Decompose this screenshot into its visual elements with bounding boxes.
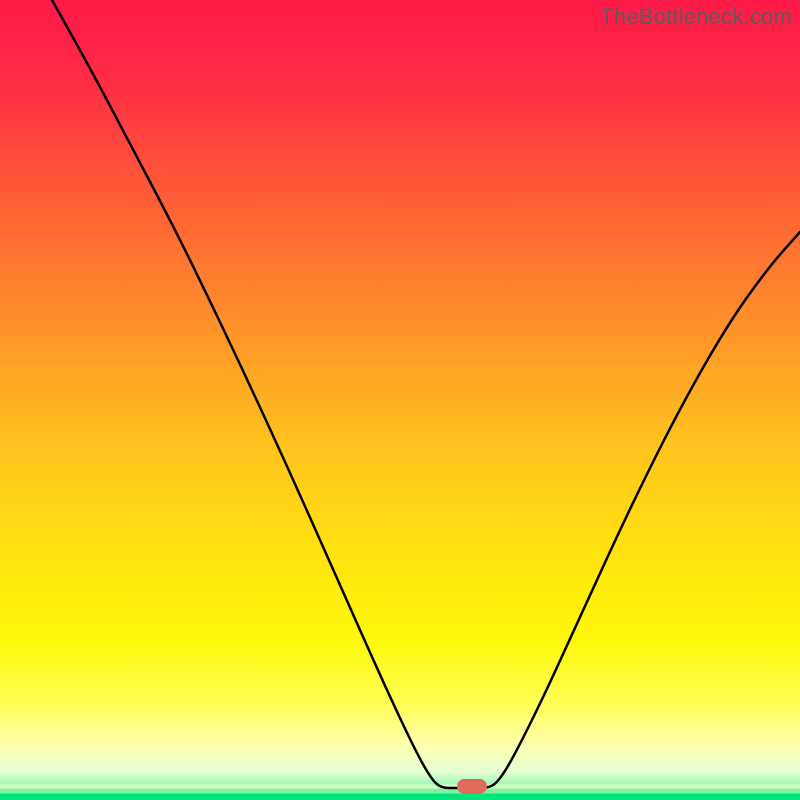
watermark-text: TheBottleneck.com bbox=[600, 4, 792, 30]
bottom-band bbox=[0, 784, 800, 789]
chart-svg bbox=[0, 0, 800, 800]
optimal-marker bbox=[457, 779, 487, 794]
chart-stage: TheBottleneck.com bbox=[0, 0, 800, 800]
gradient-background bbox=[0, 0, 800, 800]
bottom-band bbox=[0, 789, 800, 794]
bottom-band bbox=[0, 794, 800, 800]
